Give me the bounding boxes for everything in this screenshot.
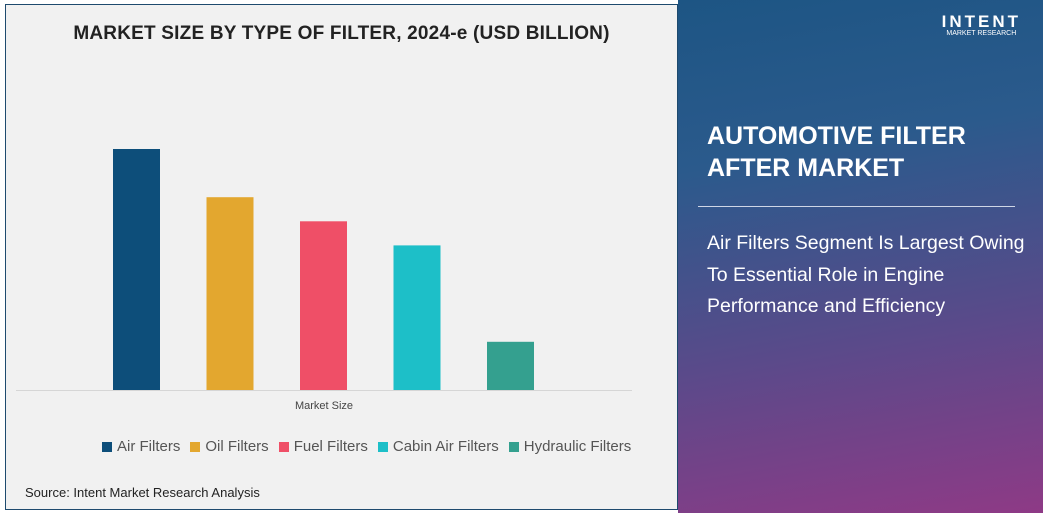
info-panel: INTENT MARKET RESEARCH AUTOMOTIVE FILTER… bbox=[678, 0, 1043, 513]
x-axis-label: Market Size bbox=[294, 400, 354, 412]
legend: Air Filters Oil Filters Fuel Filters Cabin … bbox=[102, 438, 631, 455]
bar-hydraulic-filters bbox=[487, 341, 534, 390]
legend-item: Cabin Air Filters bbox=[377, 438, 499, 455]
bar-air-filters bbox=[113, 149, 160, 390]
legend-label: Fuel Filters bbox=[293, 438, 368, 455]
legend-label: Cabin Air Filters bbox=[392, 438, 499, 455]
chart-title: MARKET SIZE BY TYPE OF FILTER, 2024-e (U… bbox=[73, 23, 610, 44]
divider bbox=[698, 206, 1015, 207]
legend-swatch bbox=[102, 441, 112, 452]
legend-item: Hydraulic Filters bbox=[508, 438, 632, 455]
logo-name: INTENT bbox=[941, 12, 1021, 31]
legend-item: Air Filters bbox=[102, 438, 180, 455]
bar-oil-filters bbox=[206, 197, 254, 390]
bar-fuel-filters bbox=[300, 221, 347, 390]
legend-label: Air Filters bbox=[117, 438, 181, 455]
legend-label: Hydraulic Filters bbox=[523, 438, 632, 455]
legend-swatch bbox=[508, 441, 519, 452]
bar-chart bbox=[16, 149, 632, 391]
chart-panel: MARKET SIZE BY TYPE OF FILTER, 2024-e (U… bbox=[5, 4, 678, 510]
legend-swatch bbox=[190, 441, 201, 452]
legend-swatch bbox=[377, 441, 388, 452]
legend-swatch bbox=[278, 441, 289, 452]
legend-item: Fuel Filters bbox=[278, 438, 368, 455]
legend-item: Oil Filters bbox=[190, 438, 269, 455]
report-subtext: Air Filters Segment Is Largest Owing To … bbox=[707, 232, 1025, 317]
bar-cabin-air-filters bbox=[393, 245, 441, 390]
report-heading: AUTOMOTIVE FILTER AFTER MARKET bbox=[707, 122, 966, 182]
logo: INTENT MARKET RESEARCH bbox=[942, 12, 1021, 37]
legend-label: Oil Filters bbox=[205, 438, 269, 455]
logo-tagline: MARKET RESEARCH bbox=[946, 30, 1017, 37]
source-note: Source: Intent Market Research Analysis bbox=[25, 485, 260, 500]
